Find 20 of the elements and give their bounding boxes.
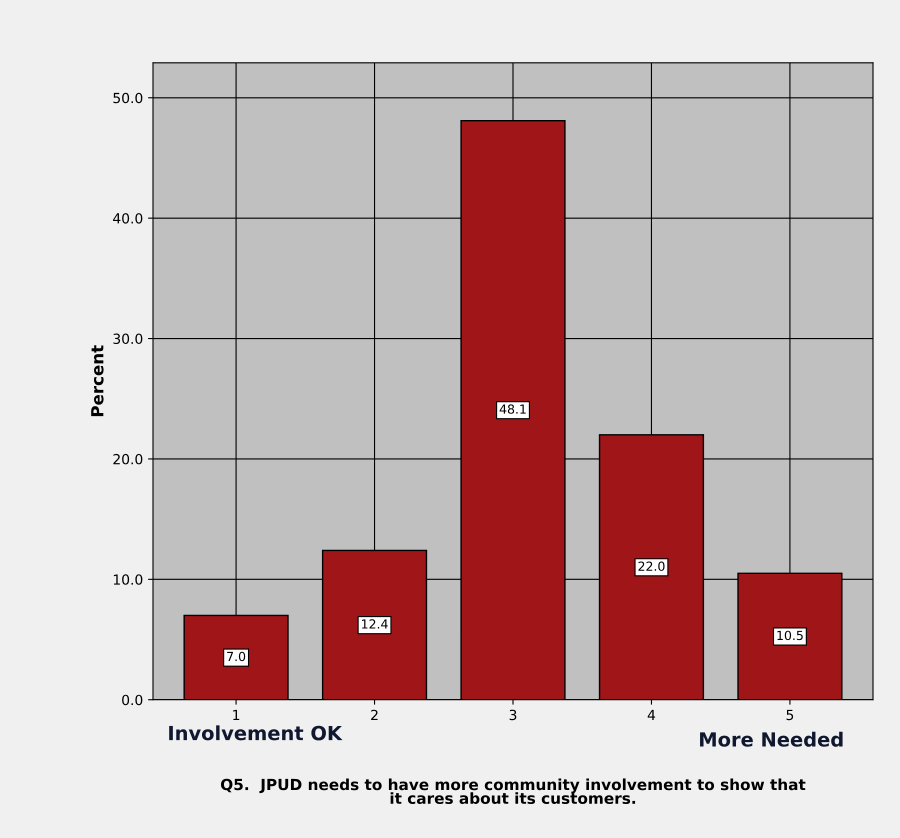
x-axis-title: Q5. JPUD needs to have more community involvement to show that it cares about its customers. bbox=[220, 778, 806, 804]
x-tick-label: 1 bbox=[233, 710, 240, 720]
data-label: 12.4 bbox=[362, 619, 388, 629]
y-tick-label: 20.0 bbox=[113, 454, 142, 464]
y-tick-label: 30.0 bbox=[113, 334, 142, 344]
x-tick-label: 2 bbox=[371, 710, 378, 720]
y-tick-label: 10.0 bbox=[114, 574, 142, 585]
text: More Needed bbox=[700, 732, 843, 747]
x-tick-label: 4 bbox=[648, 710, 656, 720]
data-label: 22.0 bbox=[638, 561, 665, 571]
y-axis-title: Percent bbox=[91, 345, 104, 416]
data-label: 10.5 bbox=[777, 630, 803, 640]
y-tick-label: 0.0 bbox=[122, 694, 142, 706]
x-tick-label: 5 bbox=[786, 710, 794, 720]
data-label: 7.0 bbox=[227, 652, 246, 662]
data-label: 48.1 bbox=[500, 404, 526, 414]
text: Involvement OK bbox=[169, 725, 343, 740]
x-tick-label: 3 bbox=[510, 710, 516, 720]
y-tick-label: 50.0 bbox=[113, 92, 142, 104]
y-tick-label: 40.0 bbox=[113, 213, 142, 224]
